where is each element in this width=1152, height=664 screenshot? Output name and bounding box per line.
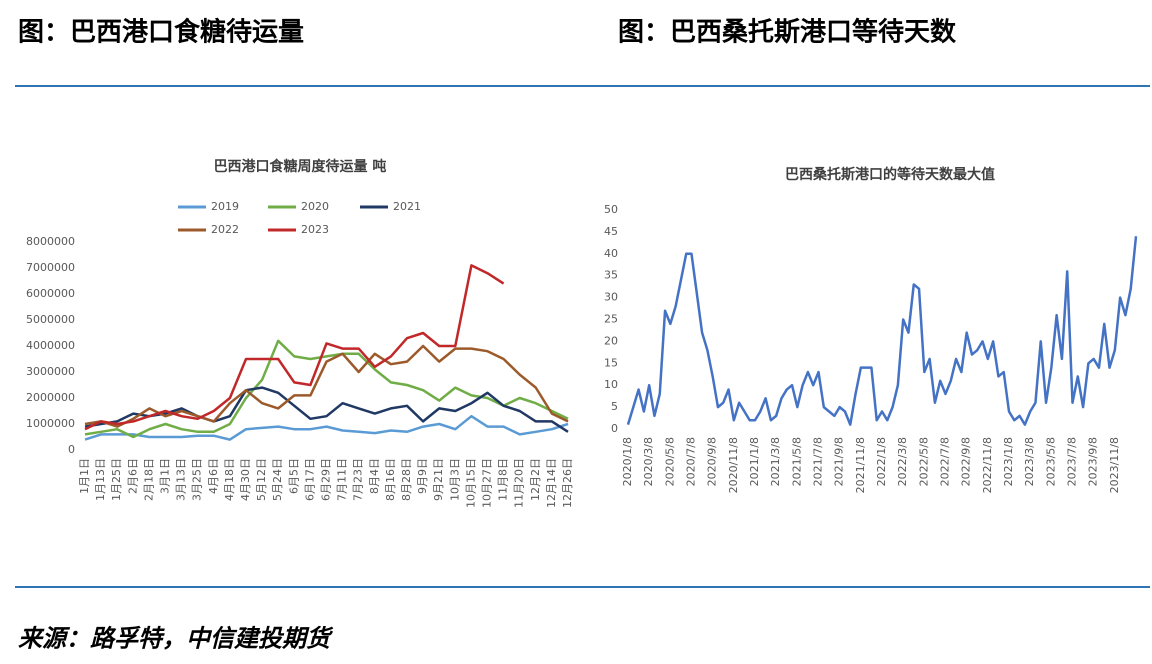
x-tick-label: 2021/5/8 (790, 437, 803, 486)
heading: 图：巴西桑托斯港口等待天数 (618, 17, 957, 48)
x-tick-label: 5月24日 (271, 458, 284, 501)
y-tick-label: 3000000 (26, 365, 75, 378)
x-tick-label: 2月6日 (126, 458, 139, 494)
x-tick-label: 2020/9/8 (706, 437, 719, 486)
y-tick-label: 8000000 (26, 235, 75, 248)
x-tick-label: 3月1日 (159, 458, 172, 494)
data-line (84, 344, 569, 428)
y-tick-label: 4000000 (26, 339, 75, 352)
x-tick-label: 1月25日 (110, 458, 123, 501)
x-tick-label: 11月8日 (497, 458, 510, 501)
y-tick-label: 5 (611, 400, 618, 413)
x-tick-label: 7月23日 (352, 458, 365, 501)
y-tick-label: 1000000 (26, 417, 75, 430)
x-tick-label: 10月15日 (464, 458, 477, 508)
chart-title: 巴西桑托斯港口的等待天数最大值 (785, 166, 995, 183)
x-tick-label: 2020/5/8 (663, 437, 676, 486)
x-tick-label: 2021/3/8 (769, 437, 782, 486)
x-tick-label: 2023/7/8 (1066, 437, 1079, 486)
x-tick-label: 2022/11/8 (981, 437, 994, 493)
y-tick-label: 0 (611, 422, 618, 435)
x-tick-label: 6月5日 (287, 458, 300, 494)
y-tick-label: 40 (604, 247, 618, 260)
source: 来源：路孚特，中信建投期货 (18, 624, 334, 653)
y-tick-label: 50 (604, 203, 618, 216)
x-tick-label: 1月13日 (94, 458, 107, 501)
y-tick-label: 6000000 (26, 287, 75, 300)
x-tick-label: 6月17日 (303, 458, 316, 501)
legend-label: 2020 (301, 200, 329, 213)
x-tick-label: 2023/1/8 (1002, 437, 1015, 486)
x-tick-label: 4月30日 (239, 458, 252, 501)
data-line (84, 339, 569, 439)
x-tick-label: 2021/11/8 (854, 437, 867, 493)
y-tick-label: 20 (604, 334, 618, 347)
x-tick-label: 3月25日 (191, 458, 204, 501)
heading: 图：巴西港口食糖待运量 (18, 17, 304, 48)
x-tick-label: 12月26日 (561, 458, 574, 508)
x-tick-label: 2023/11/8 (1108, 437, 1121, 493)
x-tick-label: 4月6日 (207, 458, 220, 494)
legend-label: 2022 (211, 223, 239, 236)
data-line (84, 414, 569, 441)
chart-title: 巴西港口食糖周度待运量 吨 (214, 158, 387, 175)
y-tick-label: 35 (604, 269, 618, 282)
x-tick-label: 8月16日 (384, 458, 397, 501)
x-tick-label: 3月13日 (175, 458, 188, 501)
x-tick-label: 2021/1/8 (748, 437, 761, 486)
x-tick-label: 9月21日 (432, 458, 445, 501)
y-tick-label: 10 (604, 378, 618, 391)
x-tick-label: 11月20日 (513, 458, 526, 508)
data-line (84, 264, 505, 431)
data-line (84, 386, 569, 433)
y-tick-label: 2000000 (26, 391, 75, 404)
x-tick-label: 8月28日 (400, 458, 413, 501)
legend-label: 2023 (301, 223, 329, 236)
x-tick-label: 2022/1/8 (875, 437, 888, 486)
legend-label: 2019 (211, 200, 239, 213)
x-tick-label: 1月1日 (78, 458, 91, 494)
x-tick-label: 10月3日 (448, 458, 461, 501)
x-tick-label: 2023/3/8 (1023, 437, 1036, 486)
y-tick-label: 0 (68, 443, 75, 456)
x-tick-label: 12月14日 (545, 458, 558, 508)
x-tick-label: 2021/7/8 (812, 437, 825, 486)
x-tick-label: 4月18日 (223, 458, 236, 501)
x-tick-label: 2020/1/8 (621, 437, 634, 486)
x-tick-label: 2023/9/8 (1087, 437, 1100, 486)
x-tick-label: 2022/5/8 (917, 437, 930, 486)
y-tick-label: 25 (604, 313, 618, 326)
x-tick-label: 5月12日 (255, 458, 268, 501)
x-tick-label: 9月9日 (416, 458, 429, 494)
x-tick-label: 10月27日 (481, 458, 494, 508)
x-tick-label: 2022/7/8 (939, 437, 952, 486)
y-tick-label: 5000000 (26, 313, 75, 326)
x-tick-label: 2月18日 (142, 458, 155, 501)
x-tick-label: 2021/9/8 (833, 437, 846, 486)
y-tick-label: 15 (604, 356, 618, 369)
x-tick-label: 6月29日 (320, 458, 333, 501)
x-tick-label: 2020/7/8 (685, 437, 698, 486)
y-tick-label: 7000000 (26, 261, 75, 274)
x-tick-label: 12月2日 (529, 458, 542, 501)
x-tick-label: 2022/9/8 (960, 437, 973, 486)
x-tick-label: 8月4日 (368, 458, 381, 494)
y-tick-label: 30 (604, 291, 618, 304)
x-tick-label: 2020/11/8 (727, 437, 740, 493)
y-tick-label: 45 (604, 225, 618, 238)
x-tick-label: 2022/3/8 (896, 437, 909, 486)
data-line (626, 236, 1138, 426)
x-tick-label: 2020/3/8 (642, 437, 655, 486)
legend-label: 2021 (393, 200, 421, 213)
x-tick-label: 2023/5/8 (1044, 437, 1057, 486)
x-tick-label: 7月11日 (336, 458, 349, 501)
